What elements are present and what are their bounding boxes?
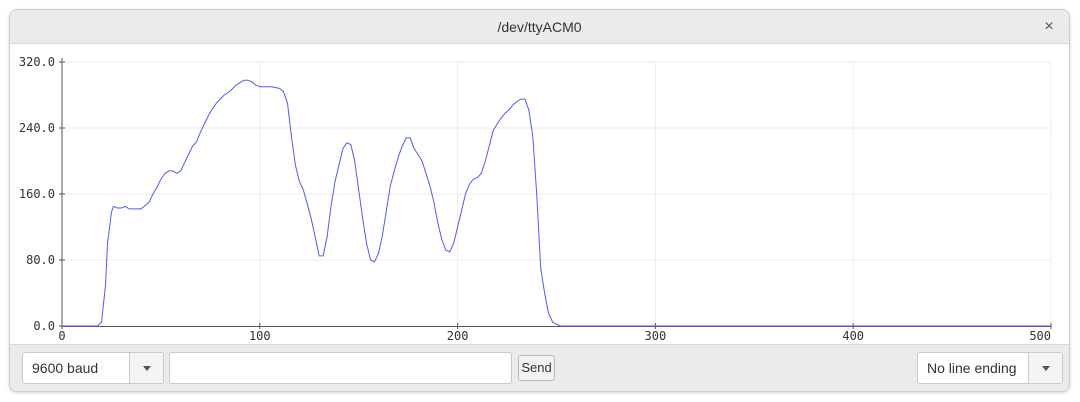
x-tick-label: 100 [249,329,271,343]
y-tick-label: 80.0 [26,253,55,267]
y-tick-label: 320.0 [19,55,55,69]
baud-rate-select[interactable]: 9600 baud [22,352,164,384]
message-input[interactable] [169,352,512,384]
close-icon[interactable]: × [1044,18,1054,35]
baud-rate-value: 9600 baud [32,360,99,376]
chevron-down-icon [1042,366,1050,371]
line-ending-value: No line ending [927,360,1017,376]
plot-area: 0 100 200 300 400 500 0.0 80.0 160.0 240.0 320.0 [10,44,1069,344]
y-tick-label: 0.0 [33,319,55,333]
chevron-down-icon [143,366,151,371]
bottom-toolbar: 9600 baud Send No line ending [10,344,1069,391]
line-ending-dropdown-button[interactable] [1028,353,1062,383]
grid [62,61,1052,326]
y-axis-ticks: 0.0 80.0 160.0 240.0 320.0 [19,55,65,333]
x-tick-label: 200 [447,329,469,343]
window-title: /dev/ttyACM0 [497,19,582,35]
serial-plot-chart: 0 100 200 300 400 500 0.0 80.0 160.0 240.0 320.0 [19,55,1052,343]
x-tick-label: 500 [1029,329,1051,343]
y-tick-label: 240.0 [19,121,55,135]
x-tick-label: 300 [645,329,667,343]
axes [61,58,1051,327]
y-tick-label: 160.0 [19,187,55,201]
x-tick-label: 400 [842,329,864,343]
x-tick-label: 0 [58,329,65,343]
serial-value-series-line [62,79,1051,327]
title-bar: /dev/ttyACM0 × [10,10,1069,44]
baud-rate-dropdown-button[interactable] [129,353,163,383]
send-button[interactable]: Send [518,355,555,381]
serial-plotter-window: /dev/ttyACM0 × 0 100 200 300 400 500 0.0 80.0 1… [9,9,1070,392]
line-ending-select[interactable]: No line ending [917,352,1063,384]
x-axis-ticks: 0 100 200 300 400 500 [58,323,1052,343]
